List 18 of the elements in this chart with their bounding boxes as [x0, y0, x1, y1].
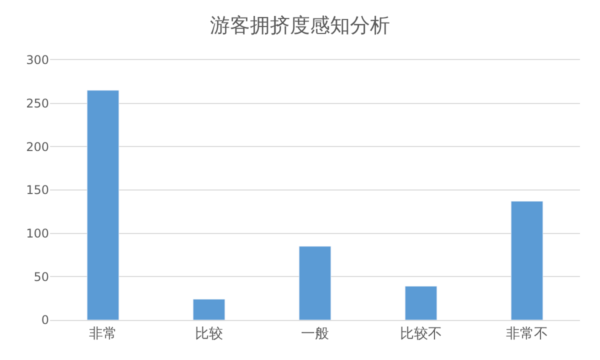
y-tick-label: 250 — [26, 96, 49, 111]
y-tick-label: 150 — [26, 183, 49, 198]
y-tick-label: 200 — [26, 140, 49, 154]
bar — [192, 298, 226, 320]
bar — [86, 90, 120, 320]
chart-title: 游客拥挤度感知分析 — [210, 13, 390, 37]
bar — [298, 246, 332, 320]
x-tick-label: 非常 — [89, 326, 117, 342]
bar — [510, 201, 544, 320]
y-tick-label: 300 — [26, 53, 49, 68]
x-tick-label: 一般 — [301, 326, 329, 342]
x-tick-label: 比较 — [195, 326, 223, 342]
y-tick-label: 100 — [26, 226, 49, 241]
x-tick-label: 非常不 — [506, 326, 548, 342]
y-tick-label: 50 — [34, 270, 49, 284]
x-tick-label: 比较不 — [400, 326, 442, 342]
bar — [404, 286, 438, 320]
y-tick-label: 0 — [41, 313, 49, 328]
